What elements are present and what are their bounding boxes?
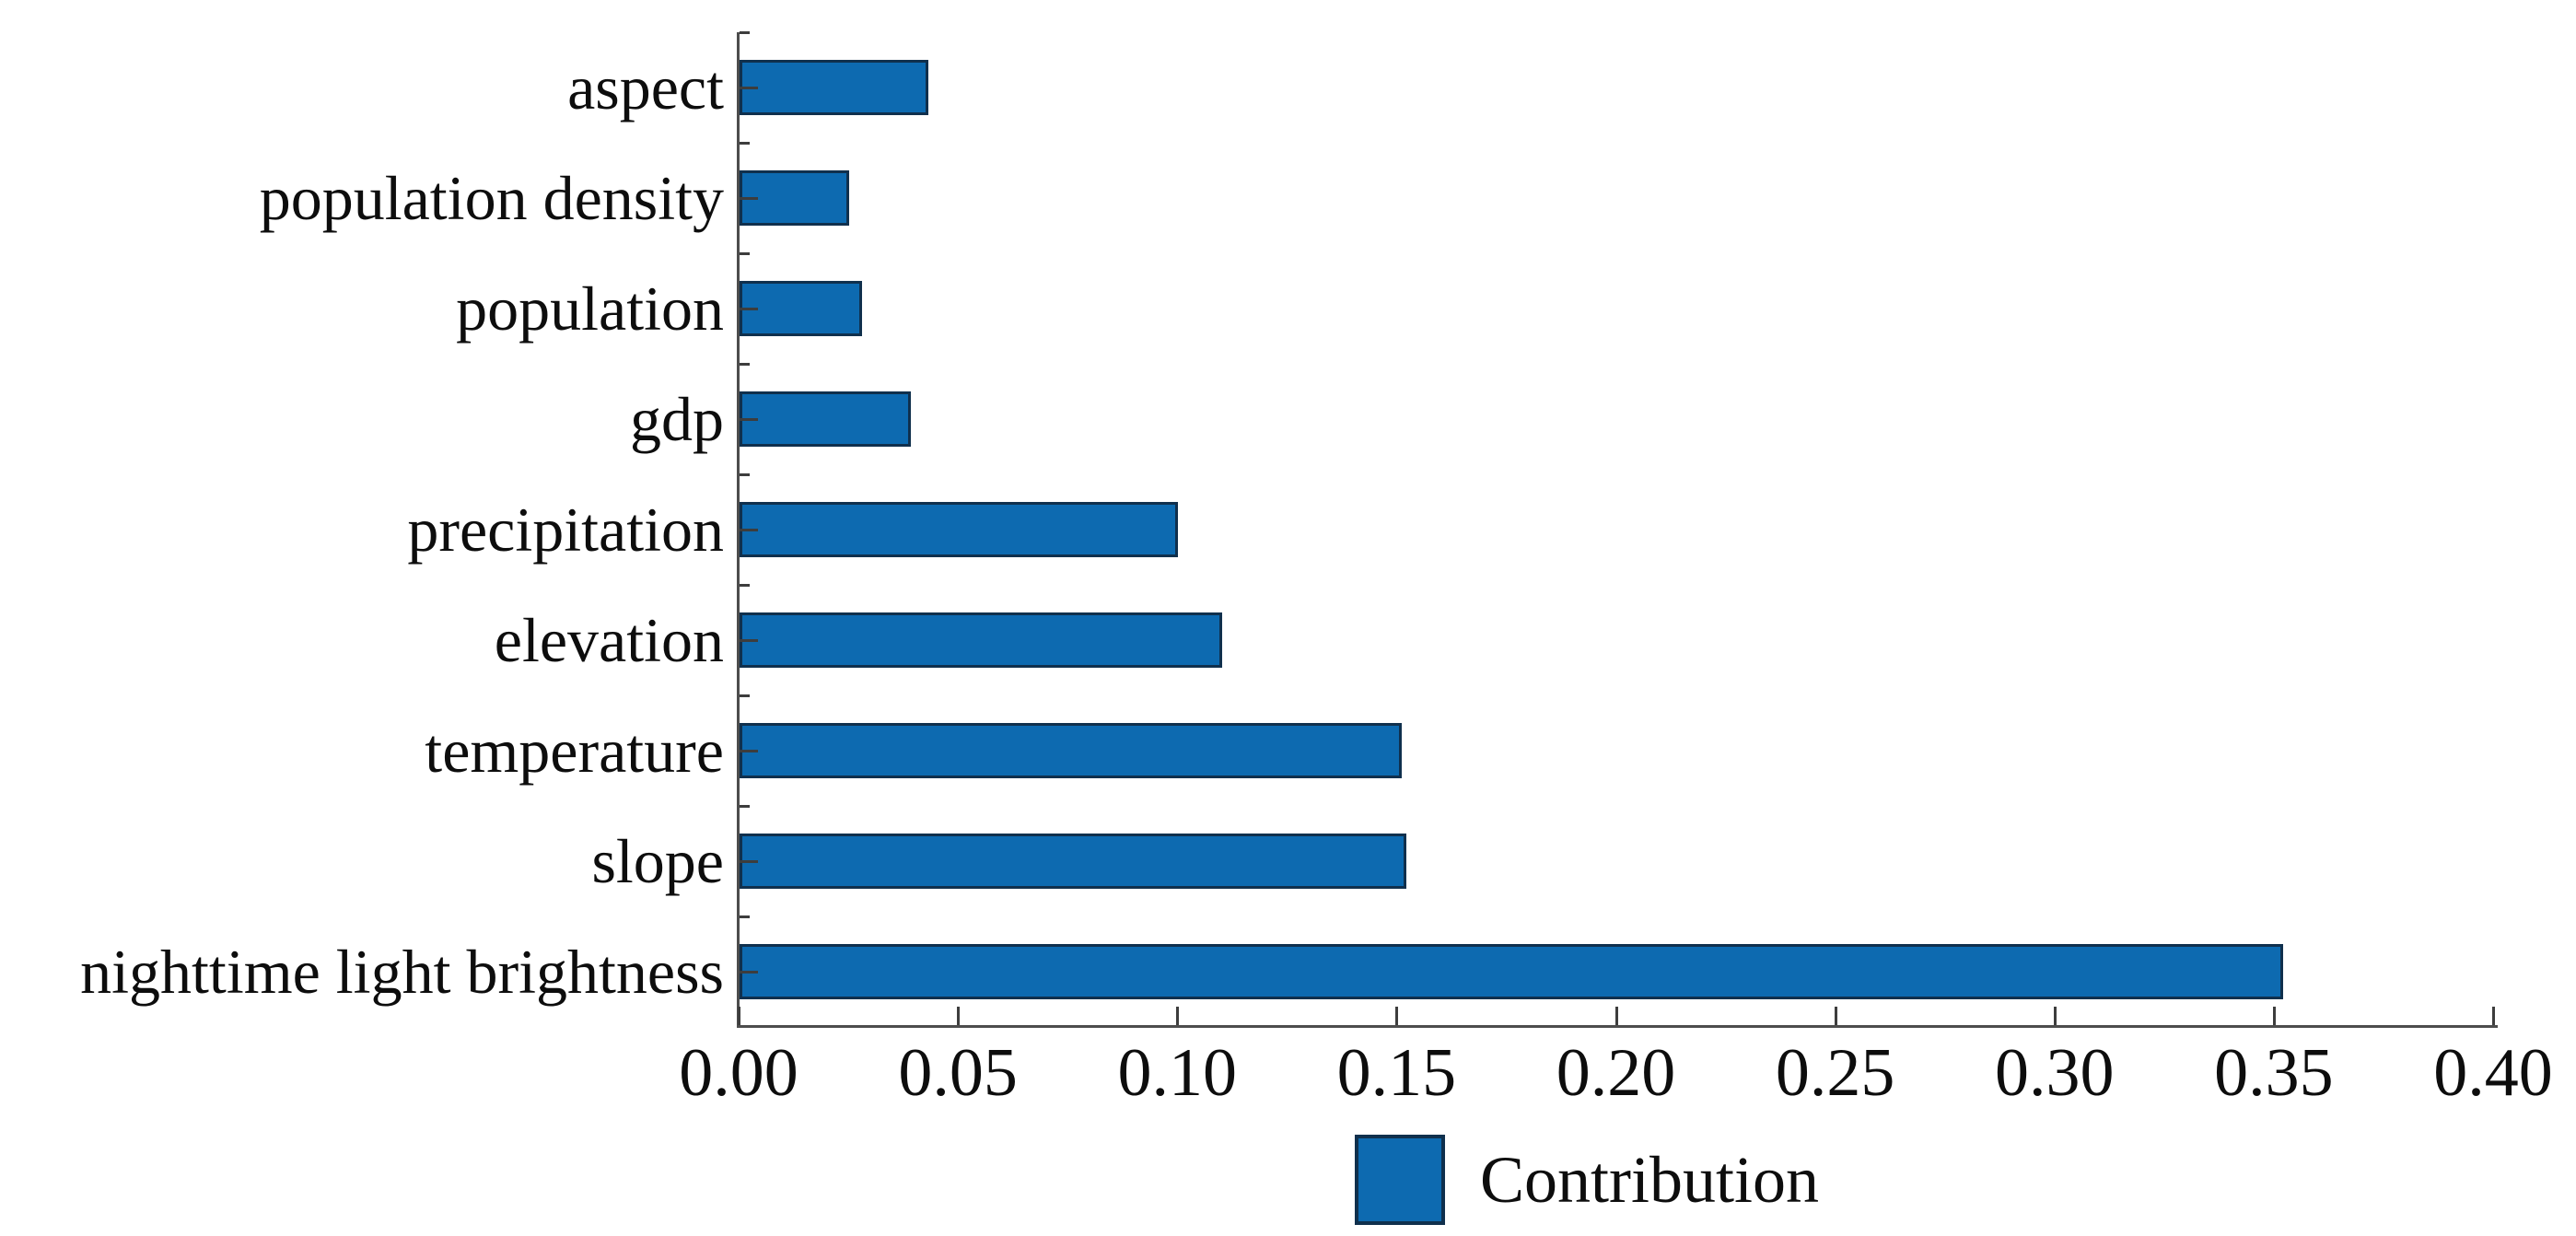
- bar-temperature: [740, 723, 1402, 778]
- x-tick-0.05: [957, 1007, 961, 1025]
- y-tick-major: [740, 639, 758, 642]
- x-axis-spine: [737, 1025, 2498, 1028]
- y-tick-major: [740, 87, 758, 89]
- y-tick-minor: [740, 31, 750, 34]
- x-tick-0.00: [738, 1007, 740, 1025]
- y-tick-major: [740, 418, 758, 421]
- y-tick-major: [740, 308, 758, 310]
- x-tick-label-0.25: 0.25: [1775, 1035, 1895, 1111]
- legend-color-swatch: [1355, 1135, 1445, 1225]
- y-tick-minor: [740, 694, 750, 697]
- bar-gdp: [740, 391, 911, 447]
- x-tick-label-0.10: 0.10: [1117, 1035, 1238, 1111]
- y-tick-major: [740, 971, 758, 974]
- bar-elevation: [740, 612, 1222, 668]
- bar-precipitation: [740, 502, 1178, 557]
- y-tick-label-nighttime-light-brightness: nighttime light brightness: [80, 937, 724, 1007]
- x-tick-0.15: [1395, 1007, 1399, 1025]
- x-tick-label-0.05: 0.05: [898, 1035, 1018, 1111]
- bar-aspect: [740, 60, 928, 115]
- y-tick-minor: [740, 363, 750, 366]
- x-tick-0.25: [1834, 1007, 1837, 1025]
- x-tick-label-0.20: 0.20: [1556, 1035, 1676, 1111]
- y-tick-label-gdp: gdp: [630, 384, 724, 454]
- x-tick-0.10: [1176, 1007, 1180, 1025]
- x-tick-label-0.15: 0.15: [1336, 1035, 1457, 1111]
- x-tick-0.30: [2053, 1007, 2057, 1025]
- y-tick-label-slope: slope: [591, 826, 724, 896]
- bar-slope: [740, 834, 1406, 889]
- y-tick-minor: [740, 584, 750, 587]
- y-tick-major: [740, 750, 758, 752]
- legend-label: Contribution: [1480, 1143, 1820, 1217]
- y-tick-label-temperature: temperature: [425, 716, 724, 786]
- x-tick-0.35: [2272, 1007, 2276, 1025]
- y-tick-label-precipitation: precipitation: [407, 495, 724, 565]
- y-tick-label-population-density: population density: [259, 163, 724, 233]
- x-tick-label-0.00: 0.00: [679, 1035, 798, 1111]
- y-axis-spine: [737, 32, 740, 1028]
- y-tick-major: [740, 529, 758, 531]
- bar-nighttime-light-brightness: [740, 944, 2283, 999]
- x-tick-label-0.30: 0.30: [1995, 1035, 2115, 1111]
- y-tick-major: [740, 197, 758, 200]
- x-tick-label-0.40: 0.40: [2433, 1035, 2553, 1111]
- y-tick-label-population: population: [456, 274, 724, 344]
- y-tick-minor: [740, 142, 750, 145]
- y-tick-minor: [740, 915, 750, 918]
- y-tick-minor: [740, 805, 750, 808]
- y-tick-label-elevation: elevation: [494, 605, 724, 675]
- x-tick-0.40: [2492, 1007, 2495, 1025]
- y-tick-major: [740, 860, 758, 863]
- x-tick-label-0.35: 0.35: [2214, 1035, 2334, 1111]
- y-tick-label-aspect: aspect: [567, 52, 724, 122]
- y-tick-minor: [740, 252, 750, 255]
- y-tick-minor: [740, 473, 750, 476]
- x-tick-0.20: [1614, 1007, 1618, 1025]
- legend: Contribution: [1355, 1135, 1819, 1225]
